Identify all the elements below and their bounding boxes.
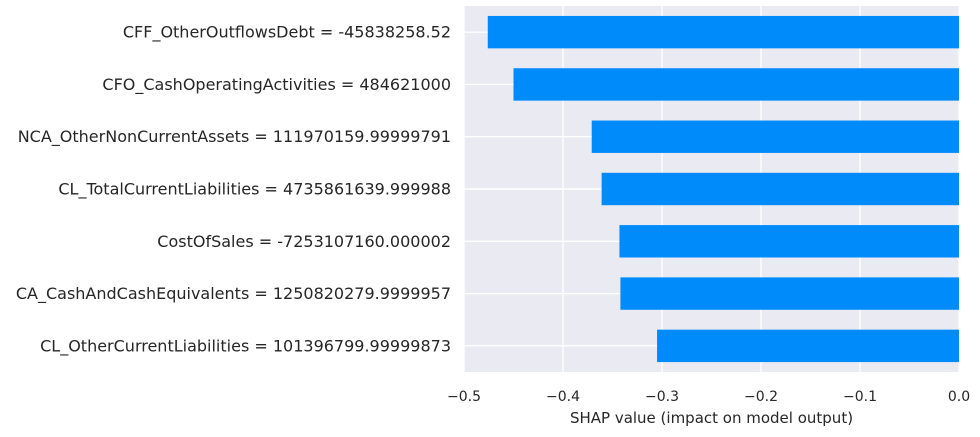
- bars: [487, 15, 959, 363]
- y-tick-label-7: CL_OtherCurrentLiabilities = 101396799.9…: [40, 336, 451, 356]
- x-tick-label-6: 0.0: [948, 389, 970, 405]
- x-tick-label-2: −0.4: [546, 389, 580, 405]
- y-tick-label-4: CL_TotalCurrentLiabilities = 4735861639.…: [58, 180, 451, 200]
- y-tick-label-1: CFF_OtherOutflowsDebt = -45838258.52: [123, 23, 451, 43]
- bar-3: [591, 120, 959, 153]
- x-tick-label-1: −0.5: [447, 389, 481, 405]
- bar-7: [657, 329, 959, 363]
- bar-5: [619, 225, 959, 258]
- bar-6: [620, 277, 959, 310]
- y-tick-label-3: NCA_OtherNonCurrentAssets = 111970159.99…: [18, 127, 451, 147]
- x-tick-label-5: −0.1: [843, 389, 877, 405]
- y-tick-label-2: CFO_CashOperatingActivities = 484621000: [102, 75, 451, 95]
- y-tick-labels: CFF_OtherOutflowsDebt = -45838258.52 CFO_…: [16, 23, 451, 357]
- x-tick-label-3: −0.3: [645, 389, 679, 405]
- bar-1: [487, 15, 959, 49]
- x-tick-labels: −0.5 −0.4 −0.3 −0.2 −0.1 0.0: [447, 389, 970, 405]
- y-tick-label-5: CostOfSales = -7253107160.000002: [157, 232, 451, 251]
- x-axis-label: SHAP value (impact on model output): [570, 409, 853, 427]
- bar-4: [601, 172, 959, 206]
- y-tick-label-6: CA_CashAndCashEquivalents = 1250820279.9…: [16, 284, 451, 304]
- x-tick-label-4: −0.2: [744, 389, 778, 405]
- bar-2: [513, 68, 959, 101]
